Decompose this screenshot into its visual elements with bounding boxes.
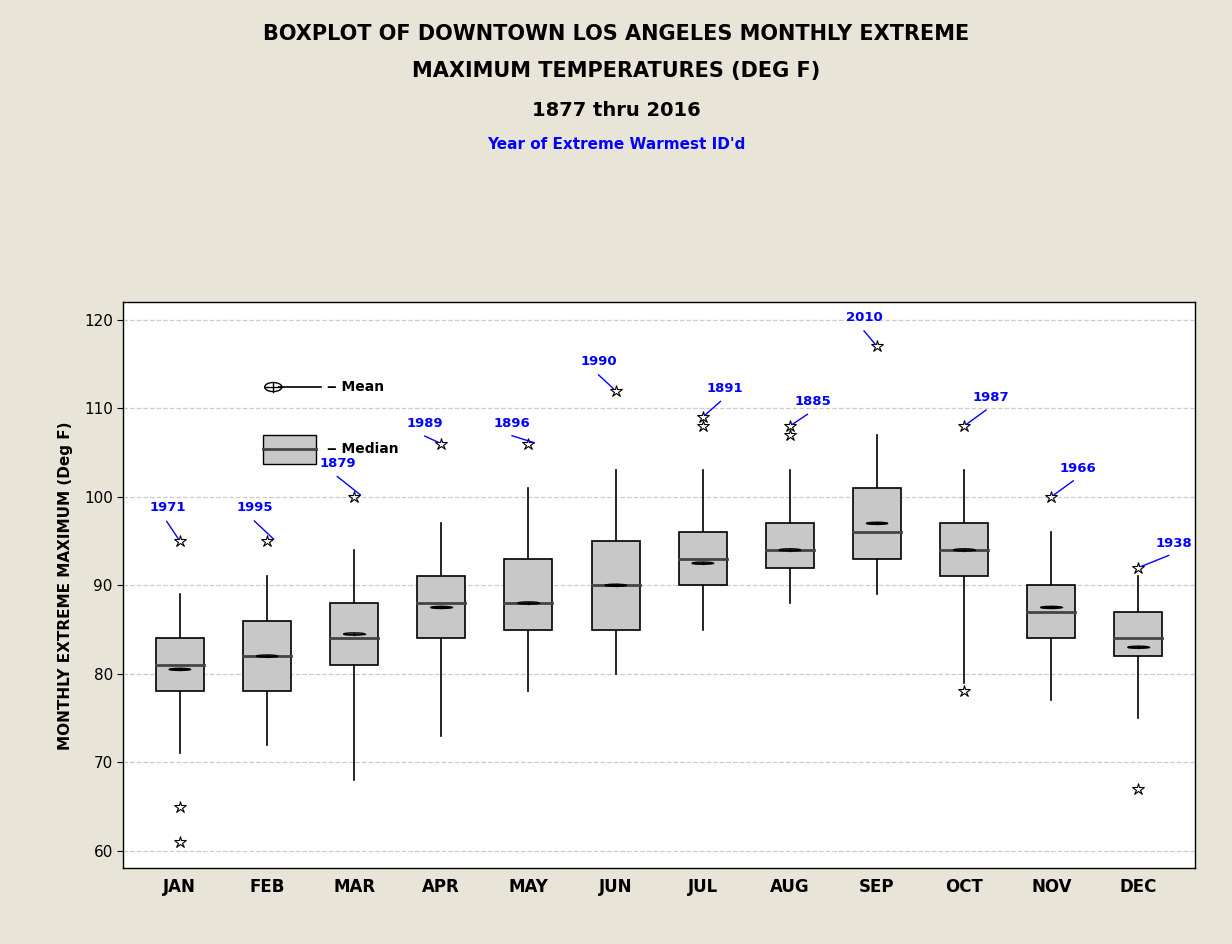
- Text: 1879: 1879: [319, 457, 356, 470]
- Bar: [243, 621, 291, 691]
- Text: MAXIMUM TEMPERATURES (DEG F): MAXIMUM TEMPERATURES (DEG F): [411, 61, 821, 81]
- Text: 1885: 1885: [795, 396, 830, 408]
- Text: BOXPLOT OF DOWNTOWN LOS ANGELES MONTHLY EXTREME: BOXPLOT OF DOWNTOWN LOS ANGELES MONTHLY …: [262, 24, 970, 43]
- Text: 1938: 1938: [1156, 537, 1193, 549]
- Bar: [679, 532, 727, 585]
- Bar: [418, 577, 466, 638]
- Text: 1896: 1896: [494, 417, 530, 430]
- Text: ‒ Mean: ‒ Mean: [326, 380, 384, 394]
- Bar: [591, 541, 639, 630]
- Text: ‒ Median: ‒ Median: [326, 443, 398, 456]
- Bar: [1027, 585, 1076, 638]
- FancyBboxPatch shape: [262, 435, 317, 464]
- Bar: [156, 638, 203, 691]
- Text: 1971: 1971: [149, 501, 186, 514]
- Bar: [504, 559, 552, 630]
- Text: 1877 thru 2016: 1877 thru 2016: [532, 101, 700, 120]
- Text: 1987: 1987: [973, 391, 1009, 404]
- Text: 2010: 2010: [846, 312, 883, 324]
- Bar: [853, 488, 901, 559]
- Text: 1989: 1989: [407, 417, 444, 430]
- Text: Year of Extreme Warmest ID'd: Year of Extreme Warmest ID'd: [487, 137, 745, 152]
- Bar: [330, 603, 378, 665]
- Bar: [1115, 612, 1162, 656]
- Text: 1891: 1891: [707, 382, 744, 395]
- Text: 1966: 1966: [1060, 462, 1096, 475]
- Y-axis label: MONTHLY EXTREME MAXIMUM (Deg F): MONTHLY EXTREME MAXIMUM (Deg F): [58, 421, 73, 750]
- Text: 1990: 1990: [580, 356, 617, 368]
- Text: 1995: 1995: [237, 501, 274, 514]
- Bar: [940, 523, 988, 577]
- Bar: [766, 523, 814, 567]
